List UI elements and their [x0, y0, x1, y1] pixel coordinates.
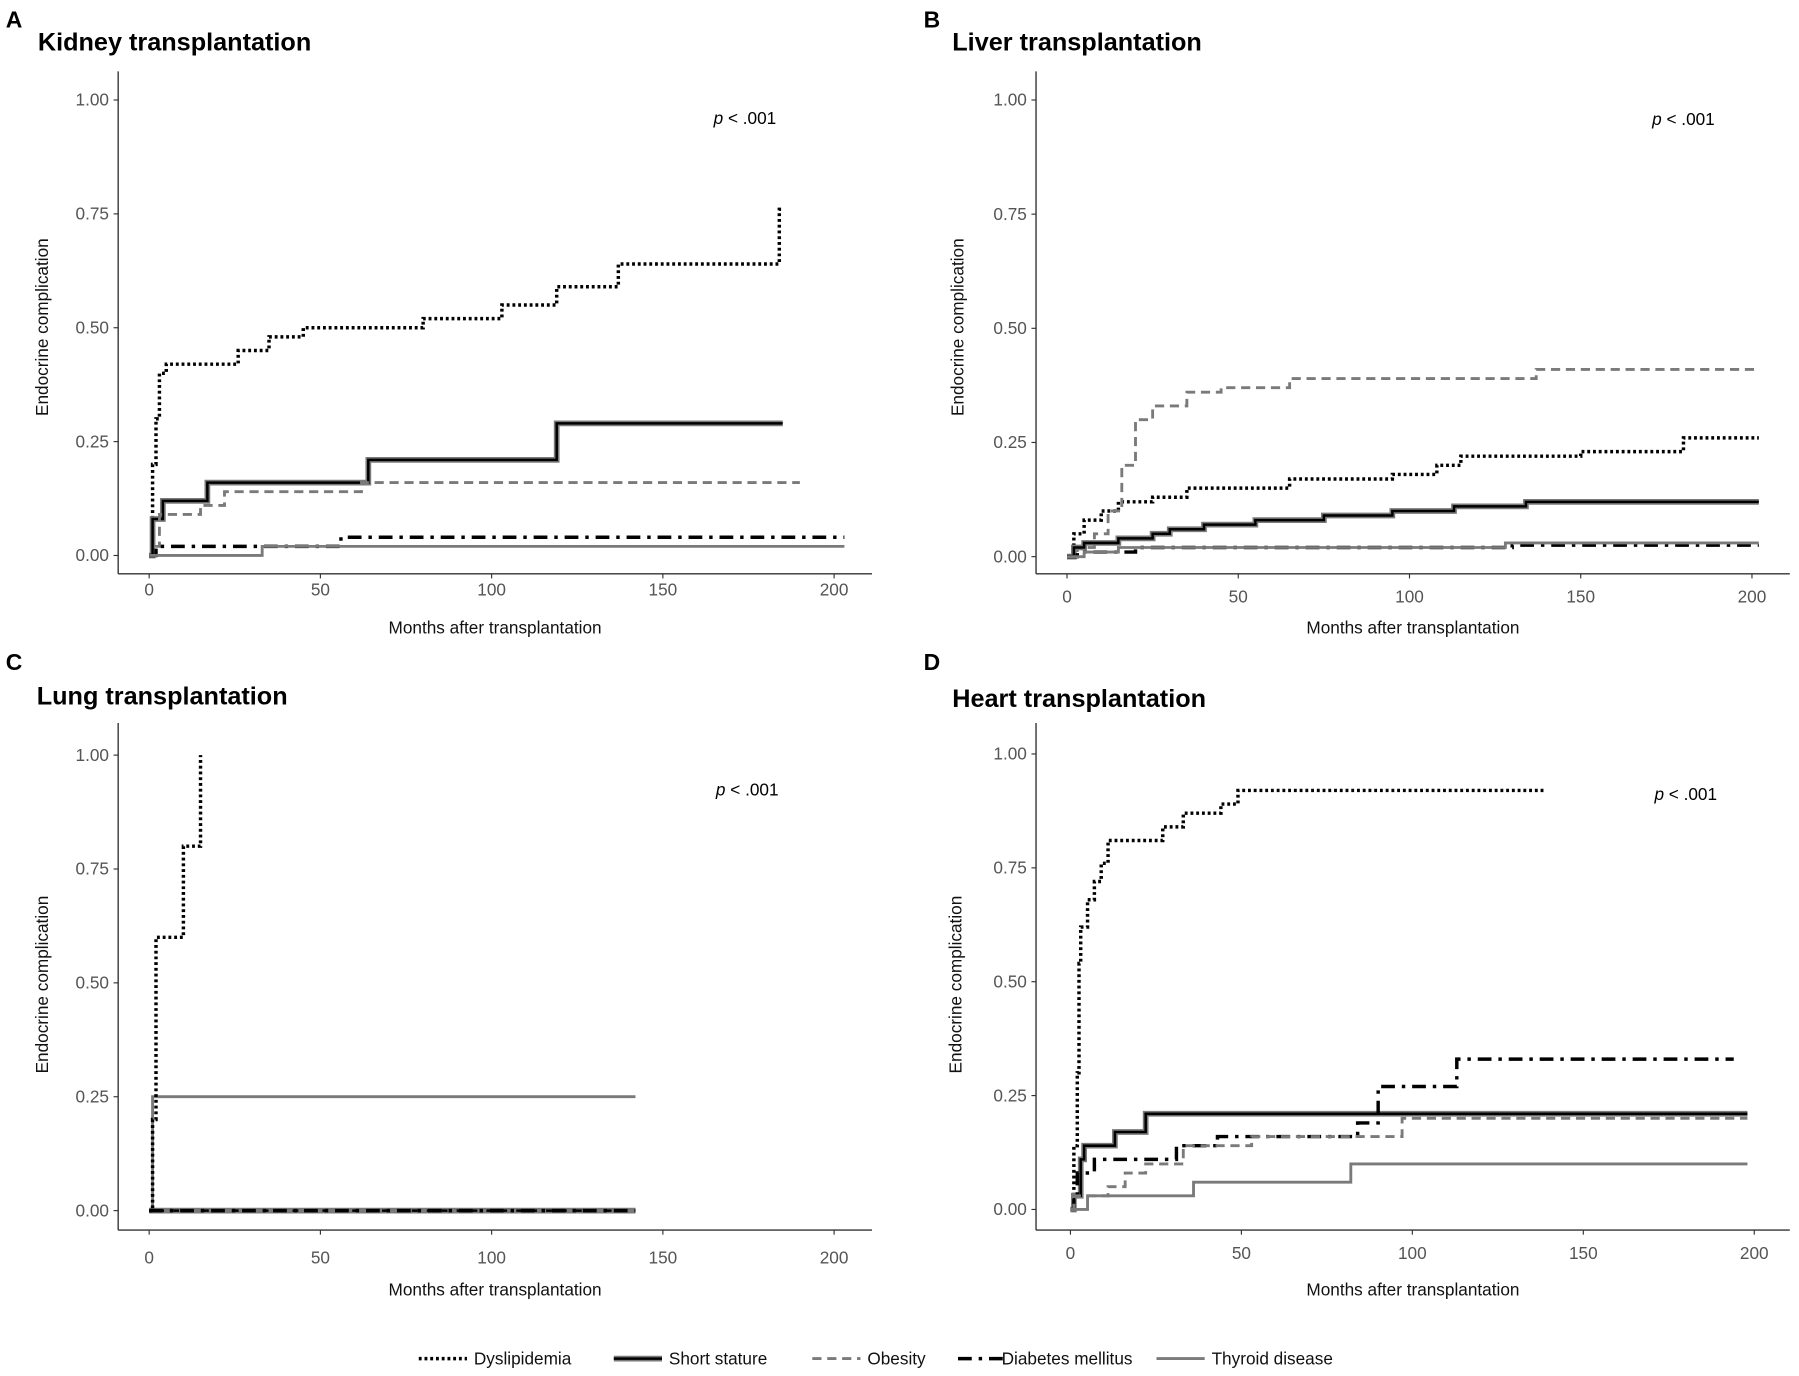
- series-line-obes: [1067, 367, 1759, 559]
- y-tick-label: 0.25: [993, 432, 1026, 452]
- legend-item-dys: Dyslipidemia: [418, 1348, 572, 1368]
- x-tick-label: 50: [311, 1247, 330, 1267]
- y-tick-label: 0.00: [993, 1199, 1026, 1219]
- x-tick-label: 50: [1232, 1243, 1251, 1263]
- series-line-short-inner: [149, 422, 783, 557]
- series-line-dm: [1070, 1057, 1734, 1212]
- series-line-thy: [149, 1095, 636, 1213]
- legend-item-obes: Obesity: [812, 1348, 926, 1368]
- panel-a: A Kidney transplantation 0.00 0.25 0.50 0.75 1…: [6, 7, 872, 638]
- x-tick-label: 200: [1738, 587, 1767, 607]
- legend-label: Thyroid disease: [1212, 1348, 1333, 1368]
- p-value-text: < .001: [725, 779, 778, 799]
- p-value-annotation: p < .001: [1651, 109, 1715, 129]
- p-symbol: p: [715, 779, 726, 799]
- y-tick-label: 0.25: [993, 1085, 1026, 1105]
- y-tick-label: 0.50: [993, 971, 1026, 991]
- y-tick-label: 0.25: [76, 1086, 109, 1106]
- panel-c: C Lung transplantation 0.00 0.25 0.50 0.75 1.0…: [6, 649, 872, 1300]
- y-tick-label: 1.00: [76, 90, 109, 110]
- panel-title: Heart transplantation: [952, 685, 1206, 713]
- y-tick-label: 0.75: [76, 204, 109, 224]
- p-value-text: < .001: [1664, 784, 1717, 804]
- p-value-text: < .001: [1662, 109, 1715, 129]
- panel-letter: A: [6, 7, 23, 33]
- x-tick-label: 150: [1569, 1243, 1598, 1263]
- y-axis-label: Endocrine complication: [32, 896, 52, 1074]
- p-symbol: p: [713, 108, 724, 128]
- x-tick-label: 0: [1066, 1243, 1076, 1263]
- series-line-thy: [1070, 1162, 1748, 1211]
- y-axis-label: Endocrine complication: [32, 238, 52, 416]
- y-axis-label: Endocrine complication: [945, 896, 965, 1074]
- legend-label: Short stature: [669, 1348, 767, 1368]
- x-tick-label: 50: [1229, 587, 1248, 607]
- y-tick-label: 0.50: [76, 973, 109, 993]
- x-tick-label: 0: [144, 580, 154, 600]
- series-line-short-inner: [1067, 500, 1759, 558]
- p-value-annotation: p < .001: [715, 779, 779, 799]
- panel-letter: B: [924, 7, 941, 33]
- series-line-dys: [1070, 788, 1546, 1212]
- series-line-dys: [149, 755, 203, 1213]
- series-line-thy: [1067, 541, 1759, 559]
- p-value-text: < .001: [723, 108, 776, 128]
- panel-d: D Heart transplantation 0.00 0.25 0.50 0.75 1.…: [924, 649, 1790, 1300]
- y-tick-label: 0.00: [76, 1200, 109, 1220]
- legend-item-dm: Diabetes mellitus: [958, 1348, 1132, 1368]
- y-tick-label: 0.50: [993, 318, 1026, 338]
- y-tick-label: 0.75: [993, 204, 1026, 224]
- x-tick-label: 200: [820, 1247, 849, 1267]
- y-tick-label: 1.00: [993, 90, 1026, 110]
- y-tick-label: 0.50: [76, 317, 109, 337]
- series-line-thy: [149, 544, 845, 557]
- x-tick-label: 150: [1566, 587, 1595, 607]
- p-value-annotation: p < .001: [1653, 784, 1717, 804]
- x-tick-label: 0: [144, 1247, 154, 1267]
- x-tick-label: 200: [1740, 1243, 1769, 1263]
- legend-label: Diabetes mellitus: [1002, 1348, 1133, 1368]
- y-tick-label: 1.00: [993, 744, 1026, 764]
- series-line-dys: [1067, 436, 1759, 559]
- x-axis-label: Months after transplantation: [389, 618, 602, 638]
- y-tick-label: 0.25: [76, 431, 109, 451]
- legend-item-short: Short stature: [613, 1348, 767, 1368]
- series-line-obes: [149, 481, 800, 557]
- y-tick-label: 0.75: [76, 859, 109, 879]
- x-tick-label: 100: [477, 580, 506, 600]
- y-tick-label: 1.00: [76, 745, 109, 765]
- series-line-short-inner: [1070, 1112, 1748, 1211]
- y-tick-label: 0.75: [993, 858, 1026, 878]
- x-axis-label: Months after transplantation: [1306, 1280, 1519, 1300]
- legend-label: Dyslipidemia: [474, 1348, 572, 1368]
- x-tick-label: 0: [1062, 587, 1072, 607]
- y-axis-label: Endocrine complication: [948, 238, 968, 416]
- panel-letter: D: [924, 649, 941, 675]
- p-symbol: p: [1651, 109, 1662, 129]
- panel-title: Liver transplantation: [952, 29, 1202, 57]
- legend: Dyslipidemia Short stature Obesity Diabetes…: [418, 1348, 1333, 1368]
- panel-title: Lung transplantation: [37, 683, 288, 711]
- x-tick-label: 150: [649, 1247, 678, 1267]
- panel-b: B Liver transplantation 0.00 0.25 0.50 0.75 1.…: [924, 7, 1790, 638]
- x-tick-label: 50: [311, 580, 330, 600]
- p-value-annotation: p < .001: [713, 108, 777, 128]
- panel-letter: C: [6, 649, 23, 675]
- y-tick-label: 0.00: [993, 546, 1026, 566]
- x-tick-label: 100: [1395, 587, 1424, 607]
- legend-item-thy: Thyroid disease: [1156, 1348, 1333, 1368]
- x-axis-label: Months after transplantation: [1306, 618, 1519, 638]
- y-tick-label: 0.00: [76, 545, 109, 565]
- x-tick-label: 150: [649, 580, 678, 600]
- series-line-short: [149, 420, 783, 559]
- x-axis-label: Months after transplantation: [389, 1280, 602, 1300]
- x-tick-label: 100: [1398, 1243, 1427, 1263]
- x-tick-label: 200: [820, 580, 849, 600]
- panel-title: Kidney transplantation: [38, 29, 311, 57]
- p-symbol: p: [1653, 784, 1664, 804]
- legend-label: Obesity: [867, 1348, 926, 1368]
- x-tick-label: 100: [477, 1247, 506, 1267]
- series-line-dys: [149, 207, 783, 558]
